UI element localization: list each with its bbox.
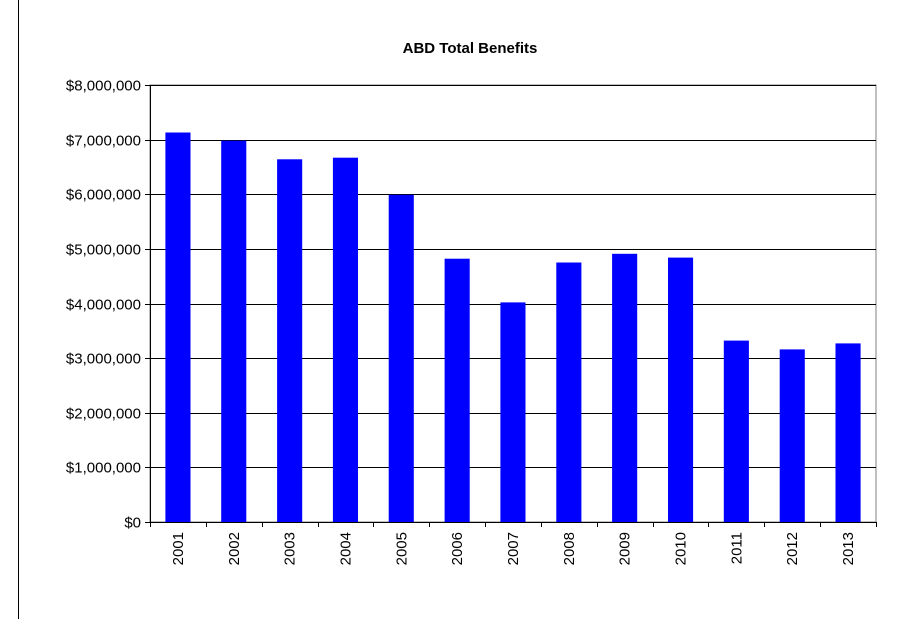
y-tick-label: $1,000,000: [66, 460, 141, 477]
x-tick-label: 2003: [282, 532, 299, 565]
page-left-rule: [18, 0, 19, 619]
x-tick-label: 2010: [673, 532, 690, 565]
y-tick-label: $5,000,000: [66, 242, 141, 259]
bar: [388, 194, 414, 523]
x-tick-label: 2005: [393, 532, 410, 565]
bar: [668, 257, 694, 522]
y-tick-label: $4,000,000: [66, 297, 141, 314]
y-tick-label: $6,000,000: [66, 187, 141, 204]
bar: [835, 343, 861, 522]
x-tick-label: 2007: [505, 532, 522, 565]
x-tick-label: 2001: [170, 532, 187, 565]
y-tick-label: $8,000,000: [66, 78, 141, 95]
chart-title: ABD Total Benefits: [403, 40, 538, 57]
x-tick-label: 2006: [449, 532, 466, 565]
y-tick-label: $2,000,000: [66, 406, 141, 423]
x-tick-label: 2002: [226, 532, 243, 565]
x-tick-label: 2004: [337, 532, 354, 565]
x-tick-label: 2011: [728, 532, 745, 564]
bar: [221, 140, 247, 522]
bar: [723, 340, 749, 522]
x-tick-label: 2009: [617, 532, 634, 565]
bar: [444, 258, 470, 522]
y-tick-label: $0: [124, 515, 141, 532]
x-tick-label: 2008: [561, 532, 578, 565]
bar: [165, 132, 191, 522]
x-axis-tick-labels: 2001 2002 2003 2004 2005 2006 2007 2008 2009 2010…: [170, 532, 857, 565]
y-tick-label: $3,000,000: [66, 351, 141, 368]
bar: [556, 262, 582, 522]
bar: [612, 253, 638, 523]
y-tick-label: $7,000,000: [66, 133, 141, 150]
bars: [165, 132, 861, 523]
x-tick-label: 2012: [784, 532, 801, 565]
bar: [277, 159, 303, 523]
bar: [779, 349, 805, 522]
axes: [145, 85, 877, 527]
x-tick-label: 2013: [840, 532, 857, 565]
bar: [500, 302, 526, 522]
y-axis-tick-labels: $0 $1,000,000 $2,000,000 $3,000,000 $4,000,0…: [66, 78, 141, 532]
bar: [332, 157, 358, 522]
